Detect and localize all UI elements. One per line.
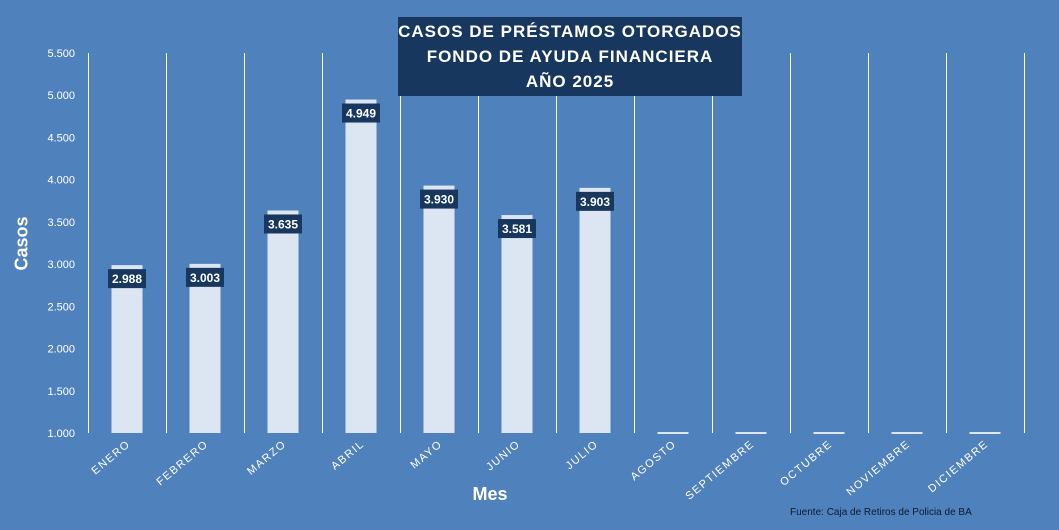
data-label-box (420, 189, 458, 209)
data-label: 3.903 (580, 195, 610, 209)
data-label-box (342, 103, 380, 123)
x-tick-label: AGOSTO (628, 438, 679, 483)
y-axis-title: Casos (11, 216, 32, 271)
y-tick-label: 2.000 (47, 344, 75, 356)
data-label-box (576, 191, 614, 211)
x-tick-label: JULIO (564, 438, 601, 472)
y-tick-label: 2.500 (47, 301, 75, 313)
data-label-box (186, 267, 224, 287)
x-tick-label: DICIEMBRE (926, 438, 991, 495)
y-tick-label: 3.000 (47, 259, 75, 271)
bar (345, 99, 377, 433)
x-axis-title: Mes (472, 484, 508, 504)
chart-title-line-2: FONDO DE AYUDA FINANCIERA (426, 47, 714, 66)
x-tick-label: NOVIEMBRE (844, 438, 913, 498)
x-tick-label: JUNIO (484, 438, 523, 473)
data-label: 3.581 (502, 222, 532, 236)
y-tick-label: 4.000 (47, 175, 75, 187)
y-tick-label: 3.500 (47, 217, 75, 229)
chart-title: CASOS DE PRÉSTAMOS OTORGADOS FONDO DE AY… (398, 17, 742, 96)
y-tick-label: 5.000 (47, 90, 75, 102)
x-tick-label: OCTUBRE (778, 438, 835, 489)
data-label: 3.930 (424, 193, 454, 207)
x-tick-label: ABRIL (329, 438, 367, 472)
data-label-box (108, 269, 146, 289)
x-tick-label: MARZO (245, 438, 289, 478)
bar (423, 185, 455, 433)
bar (111, 265, 143, 433)
source-note: Fuente: Caja de Retiros de Policia de BA (790, 507, 972, 518)
y-tick-label: 1.500 (47, 386, 75, 398)
bar (267, 210, 299, 433)
y-tick-label: 5.500 (47, 48, 75, 60)
data-label: 3.635 (268, 217, 298, 231)
x-tick-label: ENERO (89, 438, 132, 477)
y-tick-label: 1.000 (47, 428, 75, 440)
data-label-box (264, 214, 302, 234)
x-tick-label: FEBRERO (154, 438, 211, 488)
chart-title-line-3: AÑO 2025 (525, 72, 615, 91)
chart-title-line-1: CASOS DE PRÉSTAMOS OTORGADOS (398, 22, 742, 41)
x-tick-label: SEPTIEMBRE (683, 438, 757, 502)
data-label: 4.949 (346, 107, 376, 121)
bar (579, 187, 611, 433)
data-label-box (498, 219, 536, 239)
bar (501, 215, 533, 433)
data-label: 3.003 (190, 271, 220, 285)
data-label: 2.988 (112, 272, 142, 286)
x-tick-label: MAYO (408, 438, 444, 471)
bar (189, 263, 221, 433)
y-tick-label: 4.500 (47, 132, 75, 144)
